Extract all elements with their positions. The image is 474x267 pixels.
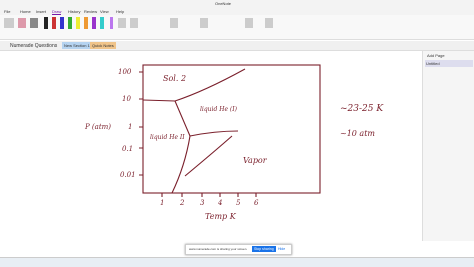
- window-title: OneNote: [215, 1, 232, 6]
- page-item[interactable]: Untitled: [425, 60, 473, 67]
- pen: [110, 17, 113, 29]
- x-label: 1: [160, 199, 164, 207]
- pen: [92, 17, 96, 29]
- handwriting: 100 10 1 0.1 0.01 P (atm) 1 2 3 4 5 6 Te…: [84, 68, 384, 221]
- y-label: 1: [128, 123, 132, 131]
- vapor-line: [184, 135, 233, 177]
- notebook-name[interactable]: Numerade Questions: [10, 43, 58, 49]
- taskbar: [0, 257, 474, 267]
- region-label: Vapor: [243, 156, 268, 165]
- pen: [52, 17, 56, 29]
- x-label: 5: [236, 199, 241, 207]
- x-label: 2: [179, 199, 185, 207]
- ribbon-tabs: File Home Insert Draw History Review View Help: [0, 8, 474, 15]
- stop-sharing-button[interactable]: Stop sharing: [252, 246, 276, 252]
- ribbon-tab[interactable]: Help: [116, 9, 125, 14]
- ribbon-tab[interactable]: Review: [84, 9, 98, 14]
- tool-icon: [130, 18, 138, 28]
- pen: [68, 17, 72, 29]
- y-label: 0.1: [122, 145, 133, 153]
- ribbon-icons: [4, 17, 273, 29]
- add-page[interactable]: Add Page: [427, 53, 445, 58]
- y-label: 100: [118, 68, 132, 76]
- pen: [44, 17, 48, 29]
- note: ~23-25 K: [340, 104, 384, 114]
- y-ticks: [139, 71, 143, 176]
- tool-icon: [30, 18, 38, 28]
- ribbon-tab[interactable]: Draw: [52, 9, 62, 15]
- solid-liquid-line: [142, 68, 246, 102]
- section-tab[interactable]: Quick Notes: [90, 42, 116, 49]
- y-label: 0.01: [120, 171, 136, 179]
- region-label: liquid He (I): [200, 106, 238, 113]
- x-ticks: [161, 193, 257, 197]
- ribbon-tab[interactable]: Home: [20, 9, 31, 14]
- title-bar: OneNote: [0, 0, 474, 8]
- region-label: liquid He II: [150, 134, 185, 141]
- notebook-bar: Numerade Questions New Section 1 Quick N…: [0, 41, 474, 51]
- lambda-line: [171, 100, 191, 194]
- x-label: 4: [217, 199, 222, 207]
- hide-button[interactable]: Hide: [278, 247, 286, 251]
- tool-icon: [200, 18, 208, 28]
- tool-icon: [118, 18, 126, 28]
- region-label: Sol. 2: [163, 74, 186, 83]
- phase-diagram: [139, 64, 321, 197]
- share-bar: www.numerade.com is sharing your screen.…: [185, 244, 292, 255]
- share-message: www.numerade.com is sharing your screen.: [189, 247, 248, 251]
- tool-icon: [4, 18, 14, 28]
- x-label: 6: [254, 199, 259, 207]
- pen: [100, 17, 104, 29]
- ribbon: [0, 15, 474, 40]
- pen: [76, 17, 80, 29]
- tool-icon: [245, 18, 253, 28]
- section-tab[interactable]: New Section 1: [62, 42, 92, 49]
- ribbon-tab[interactable]: Insert: [36, 9, 47, 14]
- lambda-continuation: [189, 130, 239, 137]
- y-label: 10: [122, 95, 131, 103]
- x-axis-label: Temp K: [205, 212, 237, 221]
- page-canvas: 100 10 1 0.1 0.01 P (atm) 1 2 3 4 5 6 Te…: [84, 64, 384, 221]
- ribbon-tab[interactable]: View: [100, 9, 109, 14]
- tool-icon: [265, 18, 273, 28]
- tool-icon: [18, 18, 26, 28]
- diagram-frame: [142, 64, 321, 194]
- note: ~10 atm: [340, 129, 375, 138]
- page-list: Add Page Untitled: [422, 51, 474, 241]
- x-label: 3: [200, 199, 205, 207]
- pen: [60, 17, 64, 29]
- tool-icon: [170, 18, 178, 28]
- ribbon-tab[interactable]: File: [4, 9, 11, 14]
- pen: [84, 17, 88, 29]
- ribbon-tab[interactable]: History: [68, 9, 81, 14]
- y-axis-label: P (atm): [84, 123, 111, 131]
